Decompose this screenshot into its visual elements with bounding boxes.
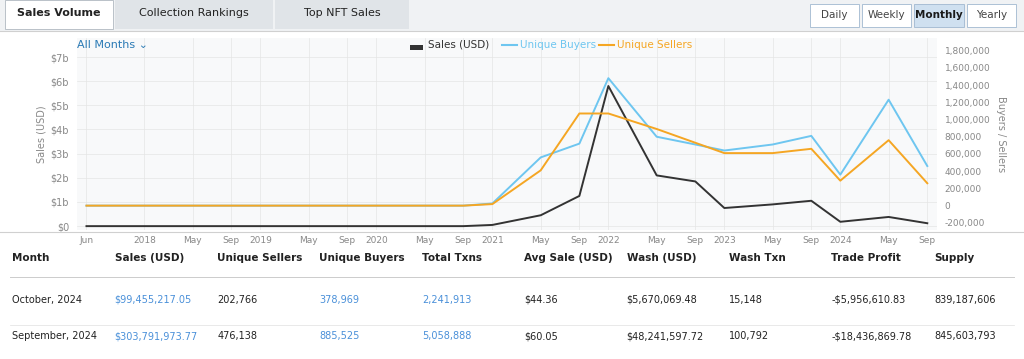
- Text: All Months ⌄: All Months ⌄: [77, 40, 147, 50]
- Text: Daily: Daily: [821, 10, 848, 20]
- Text: Top NFT Sales: Top NFT Sales: [304, 9, 380, 18]
- Text: 100,792: 100,792: [729, 331, 769, 341]
- Text: $99,455,217.05: $99,455,217.05: [115, 295, 191, 305]
- Text: -$18,436,869.78: -$18,436,869.78: [831, 331, 911, 341]
- Text: 15,148: 15,148: [729, 295, 763, 305]
- Text: Wash Txn: Wash Txn: [729, 253, 785, 264]
- Text: Sales (USD): Sales (USD): [115, 253, 184, 264]
- Text: $5,670,069.48: $5,670,069.48: [627, 295, 697, 305]
- Text: Unique Buyers: Unique Buyers: [319, 253, 406, 264]
- Text: Total Txns: Total Txns: [422, 253, 482, 264]
- Text: Sales (USD): Sales (USD): [428, 40, 489, 50]
- Y-axis label: Sales (USD): Sales (USD): [37, 105, 46, 163]
- Text: Trade Profit: Trade Profit: [831, 253, 901, 264]
- Text: Unique Sellers: Unique Sellers: [617, 40, 692, 50]
- Text: 845,603,793: 845,603,793: [934, 331, 995, 341]
- Text: Avg Sale (USD): Avg Sale (USD): [524, 253, 613, 264]
- Text: $48,241,597.72: $48,241,597.72: [627, 331, 703, 341]
- Text: $303,791,973.77: $303,791,973.77: [115, 331, 198, 341]
- Text: Sales Volume: Sales Volume: [17, 9, 100, 18]
- Text: Monthly: Monthly: [915, 10, 963, 20]
- Text: Supply: Supply: [934, 253, 974, 264]
- Text: $60.05: $60.05: [524, 331, 558, 341]
- Text: -$5,956,610.83: -$5,956,610.83: [831, 295, 906, 305]
- Text: $44.36: $44.36: [524, 295, 558, 305]
- Text: Collection Rankings: Collection Rankings: [139, 9, 249, 18]
- Text: 885,525: 885,525: [319, 331, 359, 341]
- Text: Yearly: Yearly: [976, 10, 1007, 20]
- Text: 202,766: 202,766: [217, 295, 257, 305]
- Text: October, 2024: October, 2024: [12, 295, 82, 305]
- Text: Unique Sellers: Unique Sellers: [217, 253, 302, 264]
- Text: 378,969: 378,969: [319, 295, 359, 305]
- Text: 839,187,606: 839,187,606: [934, 295, 995, 305]
- Text: Wash (USD): Wash (USD): [627, 253, 696, 264]
- Text: 5,058,888: 5,058,888: [422, 331, 471, 341]
- Y-axis label: Buyers / Sellers: Buyers / Sellers: [996, 95, 1006, 172]
- Text: 476,138: 476,138: [217, 331, 257, 341]
- Text: Weekly: Weekly: [868, 10, 905, 20]
- Text: September, 2024: September, 2024: [12, 331, 97, 341]
- Text: Unique Buyers: Unique Buyers: [520, 40, 596, 50]
- Text: Month: Month: [12, 253, 49, 264]
- Text: 2,241,913: 2,241,913: [422, 295, 471, 305]
